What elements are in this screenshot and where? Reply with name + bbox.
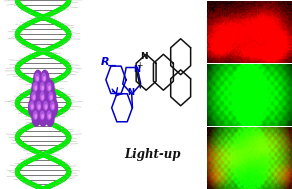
Circle shape (51, 102, 54, 110)
Circle shape (32, 80, 40, 98)
Circle shape (35, 86, 36, 90)
Circle shape (39, 80, 47, 98)
Circle shape (40, 92, 44, 101)
Circle shape (49, 114, 51, 118)
Circle shape (49, 92, 53, 101)
Circle shape (42, 99, 51, 117)
Circle shape (36, 77, 38, 80)
Circle shape (29, 99, 37, 117)
Circle shape (44, 102, 48, 110)
Circle shape (33, 83, 37, 91)
Circle shape (30, 89, 39, 107)
Text: Light-up: Light-up (125, 149, 181, 161)
Circle shape (42, 95, 44, 99)
Circle shape (37, 102, 41, 110)
Circle shape (32, 105, 33, 109)
Circle shape (38, 105, 40, 109)
Circle shape (33, 95, 35, 99)
Circle shape (39, 108, 47, 126)
Text: N: N (134, 64, 141, 74)
Circle shape (51, 95, 52, 99)
Circle shape (35, 114, 36, 118)
Circle shape (33, 111, 37, 119)
Circle shape (40, 111, 44, 119)
Circle shape (34, 70, 42, 88)
Text: N: N (140, 53, 148, 61)
Circle shape (44, 77, 45, 80)
Circle shape (48, 89, 56, 107)
Circle shape (40, 83, 44, 91)
Circle shape (47, 111, 51, 119)
Circle shape (47, 83, 51, 91)
Circle shape (45, 105, 47, 109)
Circle shape (39, 89, 47, 107)
Circle shape (36, 99, 44, 117)
Circle shape (49, 86, 51, 90)
Text: R: R (101, 57, 110, 67)
Circle shape (42, 73, 46, 82)
Circle shape (32, 92, 36, 101)
Circle shape (49, 99, 58, 117)
Circle shape (41, 70, 49, 88)
Circle shape (30, 102, 34, 110)
Circle shape (46, 80, 54, 98)
Circle shape (42, 86, 44, 90)
Text: +: + (136, 61, 142, 70)
Circle shape (46, 108, 54, 126)
Text: N: N (127, 88, 134, 97)
Circle shape (35, 73, 39, 82)
Circle shape (42, 114, 44, 118)
Circle shape (32, 108, 40, 126)
Circle shape (52, 105, 54, 109)
